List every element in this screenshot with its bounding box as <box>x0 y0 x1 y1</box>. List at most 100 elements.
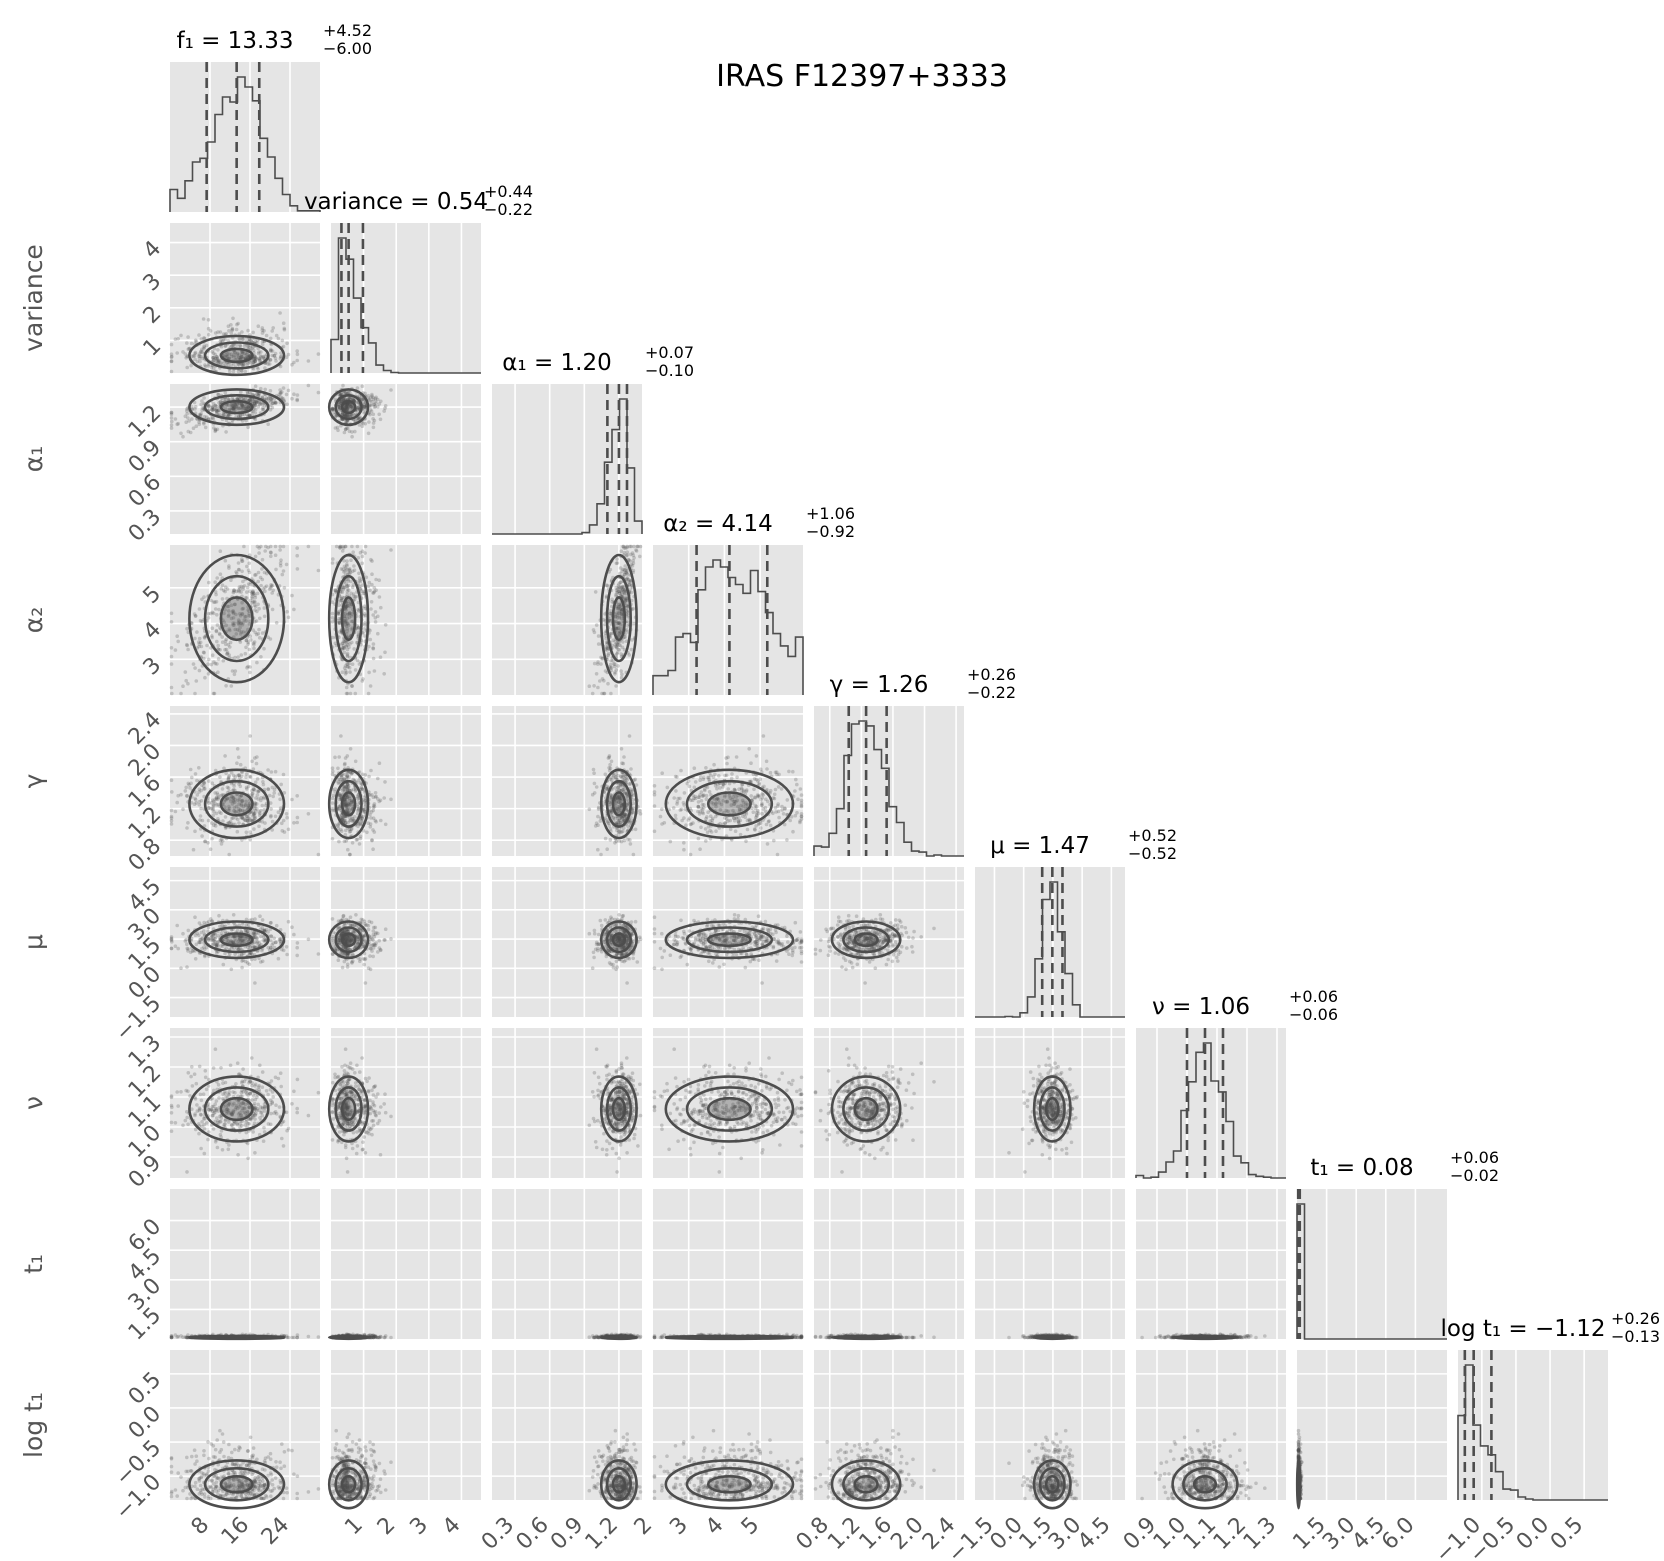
sample-point <box>758 781 762 785</box>
sample-point <box>188 786 192 790</box>
sample-point <box>604 837 608 841</box>
sample-point <box>632 806 636 810</box>
sample-point <box>349 580 353 584</box>
sample-point <box>749 794 753 798</box>
sample-point <box>623 572 627 576</box>
sample-point <box>793 789 797 793</box>
sample-point <box>170 790 174 794</box>
sample-point <box>777 816 781 820</box>
sample-point <box>777 810 781 814</box>
sample-point <box>247 562 251 566</box>
sample-point <box>170 423 174 427</box>
sample-point <box>618 821 622 825</box>
sample-point <box>224 391 228 395</box>
y-tick-label: 2 <box>139 301 167 329</box>
sample-point <box>704 839 708 843</box>
sample-point <box>185 366 189 370</box>
sample-point <box>207 318 211 322</box>
sample-point <box>604 669 608 673</box>
sample-point <box>620 747 624 751</box>
sample-point <box>292 608 296 612</box>
panel-2-2: α₁ = 1.20 +0.07−0.10 <box>492 343 694 534</box>
panel-title-minus: −6.00 <box>323 39 372 58</box>
sample-point <box>204 840 208 844</box>
sample-point <box>258 617 262 621</box>
sample-point <box>614 684 618 688</box>
sample-point <box>331 600 335 604</box>
sample-point <box>170 620 174 624</box>
sample-point <box>251 331 255 335</box>
sample-point <box>230 816 234 820</box>
sample-point <box>292 821 296 825</box>
sample-point <box>247 582 251 586</box>
sample-point <box>698 847 702 851</box>
sample-point <box>609 838 613 842</box>
sample-point <box>683 791 687 795</box>
sample-point <box>800 799 804 803</box>
sample-point <box>610 600 614 604</box>
sample-point <box>239 785 243 789</box>
sample-point <box>368 813 372 817</box>
sample-point <box>372 426 376 430</box>
contour-level <box>708 793 750 816</box>
sample-point <box>359 580 363 584</box>
sample-point <box>202 785 206 789</box>
sample-point <box>389 548 393 552</box>
sample-point <box>271 354 275 358</box>
sample-point <box>687 818 691 822</box>
sample-point <box>200 598 204 602</box>
sample-point <box>725 762 729 766</box>
sample-point <box>216 623 220 627</box>
sample-point <box>219 839 223 843</box>
sample-point <box>367 775 371 779</box>
sample-point <box>185 826 189 830</box>
sample-point <box>215 795 219 799</box>
sample-point <box>338 621 342 625</box>
sample-point <box>202 651 206 655</box>
sample-point <box>756 809 760 813</box>
sample-point <box>595 623 599 627</box>
sample-point <box>694 780 698 784</box>
sample-point <box>227 329 231 333</box>
contour-level <box>221 793 253 816</box>
sample-point <box>232 370 236 374</box>
sample-point <box>752 788 756 792</box>
sample-point <box>241 338 245 342</box>
sample-point <box>279 783 283 787</box>
sample-point <box>714 815 718 819</box>
sample-point <box>285 393 289 397</box>
y-axis-label: variance <box>19 244 48 352</box>
sample-point <box>372 657 376 661</box>
sample-point <box>718 786 722 790</box>
sample-point <box>282 569 286 573</box>
sample-point <box>211 807 215 811</box>
sample-point <box>259 354 263 358</box>
y-tick-label: 4 <box>139 617 167 645</box>
sample-point <box>379 655 383 659</box>
sample-point <box>275 621 279 625</box>
sample-point <box>246 586 250 590</box>
sample-point <box>367 584 371 588</box>
sample-point <box>595 672 599 676</box>
sample-point <box>371 417 375 421</box>
sample-point <box>680 819 684 823</box>
sample-point <box>227 786 231 790</box>
sample-point <box>270 329 274 333</box>
sample-point <box>292 392 296 396</box>
sample-point <box>317 569 321 573</box>
sample-point <box>237 337 241 341</box>
sample-point <box>230 344 234 348</box>
sample-point <box>791 770 795 774</box>
y-tick-label: 3 <box>139 653 167 681</box>
sample-point <box>193 797 197 801</box>
sample-point <box>723 774 727 778</box>
sample-point <box>354 692 358 696</box>
sample-point <box>219 330 223 334</box>
sample-point <box>343 666 347 670</box>
sample-point <box>285 342 289 346</box>
sample-point <box>699 826 703 830</box>
sample-point <box>596 848 600 852</box>
sample-point <box>174 944 178 948</box>
sample-point <box>215 803 219 807</box>
sample-point <box>261 328 265 332</box>
